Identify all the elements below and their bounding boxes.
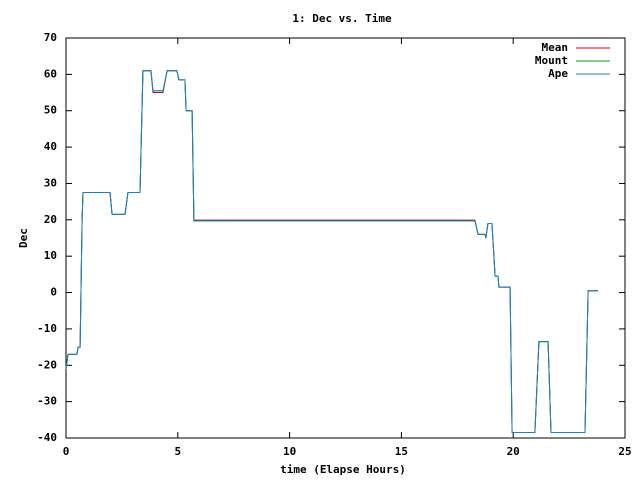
- x-tick-label: 20: [507, 445, 520, 458]
- x-tick-label: 0: [63, 445, 70, 458]
- x-tick-label: 25: [618, 445, 631, 458]
- y-tick-label: -10: [37, 322, 57, 335]
- y-axis-label: Dec: [17, 228, 30, 248]
- x-axis-label: time (Elapse Hours): [280, 463, 406, 476]
- y-tick-label: 30: [44, 176, 57, 189]
- y-tick-label: -30: [37, 395, 57, 408]
- y-tick-label: 40: [44, 140, 57, 153]
- y-tick-label: 10: [44, 249, 57, 262]
- x-tick-label: 5: [174, 445, 181, 458]
- y-tick-label: -40: [37, 431, 57, 444]
- y-tick-label: 70: [44, 31, 57, 44]
- y-tick-label: 60: [44, 67, 57, 80]
- chart-title: 1: Dec vs. Time: [292, 12, 392, 25]
- y-tick-label: 0: [50, 286, 57, 299]
- x-tick-label: 15: [395, 445, 408, 458]
- legend-label: Ape: [548, 67, 568, 80]
- series-line: [65, 70, 598, 434]
- x-tick-label: 10: [283, 445, 296, 458]
- y-tick-label: -20: [37, 358, 57, 371]
- legend-label: Mount: [535, 54, 568, 67]
- y-tick-label: 20: [44, 213, 57, 226]
- y-tick-label: 50: [44, 104, 57, 117]
- legend-label: Mean: [542, 41, 569, 54]
- plot-frame: [65, 37, 626, 439]
